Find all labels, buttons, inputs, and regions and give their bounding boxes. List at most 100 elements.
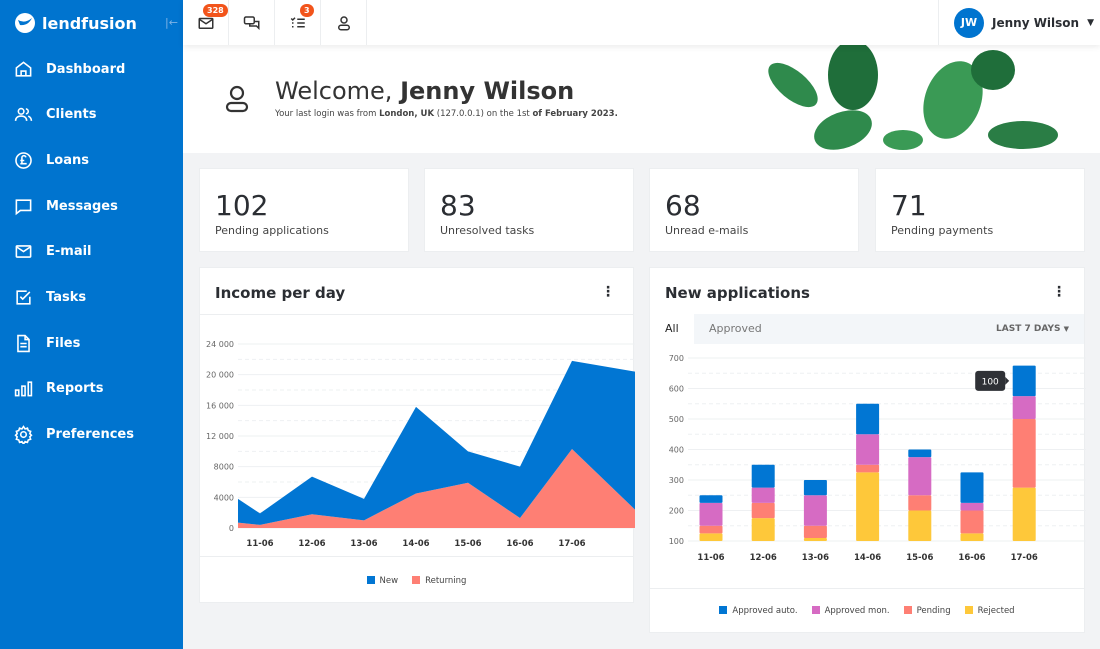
legend-item[interactable]: Rejected [964,606,1015,616]
logo[interactable]: lendfusion [14,12,137,34]
user-menu[interactable]: JW Jenny Wilson ▼ [938,0,1100,45]
sidebar-item-tasks[interactable]: Tasks [0,278,183,318]
bar-segment-approved-auto- [803,480,827,496]
stat-card[interactable]: 83 Unresolved tasks [424,168,634,252]
stat-card[interactable]: 71 Pending payments [875,168,1085,252]
tooltip [975,370,1006,391]
bar-segment-rejected [908,510,932,541]
x-tick-label: 11-06 [697,553,724,563]
y-tick-label: 400 [669,446,684,455]
mail-icon [15,245,32,259]
legend-item[interactable]: Approved mon. [811,606,890,616]
sidebar-item-reports[interactable]: Reports [0,369,183,409]
bar-segment-rejected [751,518,775,541]
sidebar-item-dashboard[interactable]: Dashboard [0,49,183,89]
sidebar-item-label: Reports [46,381,104,397]
more-options-icon[interactable]: ⋮ [601,284,615,300]
applications-tabs: All Approved LAST 7 DAYS ▼ [650,314,1084,344]
file-icon [17,334,30,352]
tasks-badge: 3 [300,4,314,17]
legend-item[interactable]: Returning [412,576,466,586]
user-icon [337,15,350,30]
sidebar-item-preferences[interactable]: Preferences [0,415,183,455]
brand-name: lendfusion [42,13,137,33]
tab-approved[interactable]: Approved [709,322,762,335]
sidebar-item-messages[interactable]: Messages [0,186,183,226]
y-tick-label: 500 [669,415,684,424]
sidebar-item-label: Dashboard [46,61,126,77]
bar-segment-approved-mon- [960,502,984,511]
bar-segment-approved-mon- [1012,396,1036,419]
x-tick-label: 14-06 [402,539,429,549]
bar-segment-pending [699,525,723,534]
x-tick-label: 14-06 [854,553,881,563]
collapse-sidebar-icon[interactable]: |← [165,16,178,29]
home-icon [15,60,32,77]
mail-icon [198,17,213,29]
chevron-down-icon: ▼ [1087,17,1095,28]
bar-segment-pending [803,525,827,538]
y-tick-label: 20 000 [206,371,234,380]
sidebar-item-label: Loans [46,152,89,168]
bar-segment-approved-mon- [803,495,827,526]
income-legend: New Returning [200,576,633,586]
legend-item[interactable]: Pending [903,606,951,616]
sidebar-item-clients[interactable]: Clients [0,95,183,135]
stat-label: Unread e-mails [665,224,749,237]
tooltip-value: 100 [982,377,999,387]
y-tick-label: 700 [669,354,684,363]
y-tick-label: 300 [669,476,684,485]
message-icon [15,198,32,215]
sidebar-item-label: Tasks [46,290,87,305]
legend-item[interactable]: New [366,576,398,586]
stat-card[interactable]: 68 Unread e-mails [649,168,859,252]
x-tick-label: 16-06 [958,553,985,563]
checkbox-icon [16,290,31,305]
bar-segment-pending [856,464,880,473]
more-options-icon[interactable]: ⋮ [1052,284,1066,300]
x-tick-label: 11-06 [246,539,273,549]
mail-button[interactable]: 328 [183,0,229,45]
welcome-heading: Welcome, Jenny Wilson [275,77,575,105]
user-icon [225,85,249,113]
profile-button[interactable] [321,0,367,45]
bar-segment-approved-auto- [908,449,932,458]
x-tick-label: 12-06 [750,553,777,563]
chat-icon [243,15,259,30]
stat-label: Pending applications [215,224,329,237]
messages-button[interactable] [229,0,275,45]
sidebar-item-email[interactable]: E-mail [0,232,183,272]
bar-segment-rejected [856,472,880,541]
bar-segment-rejected [699,533,723,541]
income-chart: 0 4000 8000 12 000 16 000 20 000 24 000 11-06 12… [206,340,635,549]
welcome-banner: Welcome, Jenny Wilson Your last login wa… [183,45,1100,153]
gear-icon [14,425,33,445]
bar-segment-approved-mon- [908,457,932,496]
x-tick-label: 17-06 [1011,553,1038,563]
tasks-button[interactable]: 3 [275,0,321,45]
pound-icon [15,152,32,169]
bar-segment-rejected [803,537,827,541]
sidebar-item-label: E-mail [46,244,92,260]
legend-item[interactable]: Approved auto. [719,606,798,616]
range-dropdown[interactable]: LAST 7 DAYS ▼ [996,324,1069,334]
sidebar-item-label: Preferences [46,427,134,443]
stat-value: 83 [440,189,476,222]
stat-value: 68 [665,189,701,222]
sidebar-item-loans[interactable]: Loans [0,140,183,180]
y-tick-label: 200 [669,507,684,516]
x-tick-label: 17-06 [558,539,585,549]
stat-card[interactable]: 102 Pending applications [199,168,409,252]
y-tick-label: 4000 [214,493,234,502]
stat-label: Pending payments [891,224,994,237]
sidebar-item-files[interactable]: Files [0,323,183,363]
y-tick-label: 0 [229,524,234,533]
mail-badge: 328 [203,4,228,17]
bar-segment-approved-auto- [751,464,775,488]
tab-all[interactable]: All [650,314,694,344]
area-returning [238,449,635,528]
tooltip-arrow [1005,376,1010,385]
lendfusion-logo-icon [15,13,35,33]
y-tick-label: 24 000 [206,340,234,349]
legend-swatch [811,606,820,614]
